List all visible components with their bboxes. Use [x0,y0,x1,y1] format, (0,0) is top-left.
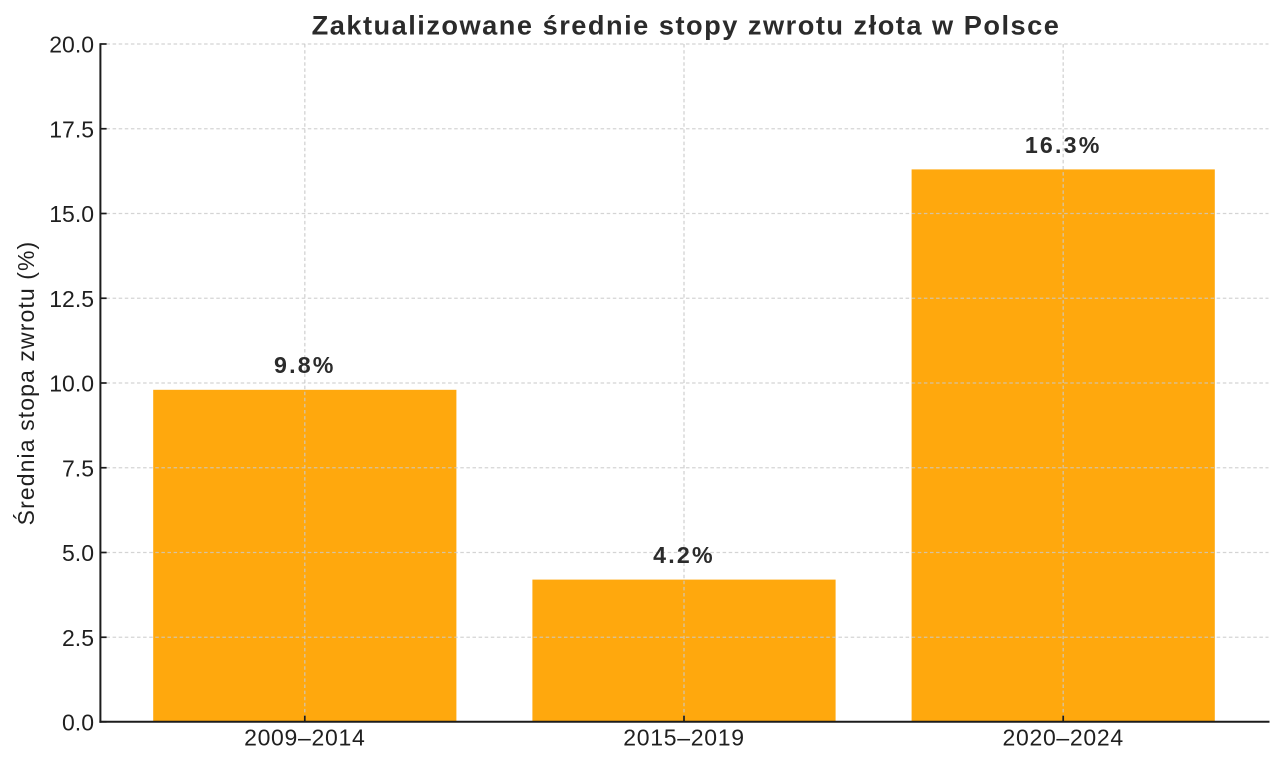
svg-text:Średnia stopa zwrotu (%): Średnia stopa zwrotu (%) [12,241,39,526]
svg-text:15.0: 15.0 [49,201,94,227]
svg-text:16.3%: 16.3% [1025,132,1102,158]
svg-text:5.0: 5.0 [62,540,94,566]
svg-text:0.0: 0.0 [62,710,94,736]
svg-text:2.5: 2.5 [62,625,94,651]
svg-text:12.5: 12.5 [49,286,94,312]
svg-text:10.0: 10.0 [49,371,94,397]
svg-text:9.8%: 9.8% [274,352,336,378]
svg-text:2009–2014: 2009–2014 [244,725,365,751]
svg-text:7.5: 7.5 [62,455,94,481]
svg-text:20.0: 20.0 [49,32,94,58]
svg-text:2015–2019: 2015–2019 [623,725,744,751]
svg-text:2020–2024: 2020–2024 [1002,725,1123,751]
svg-text:17.5: 17.5 [49,116,94,142]
svg-text:Zaktualizowane średnie stopy z: Zaktualizowane średnie stopy zwrotu złot… [312,10,1061,41]
svg-text:4.2%: 4.2% [653,542,715,568]
